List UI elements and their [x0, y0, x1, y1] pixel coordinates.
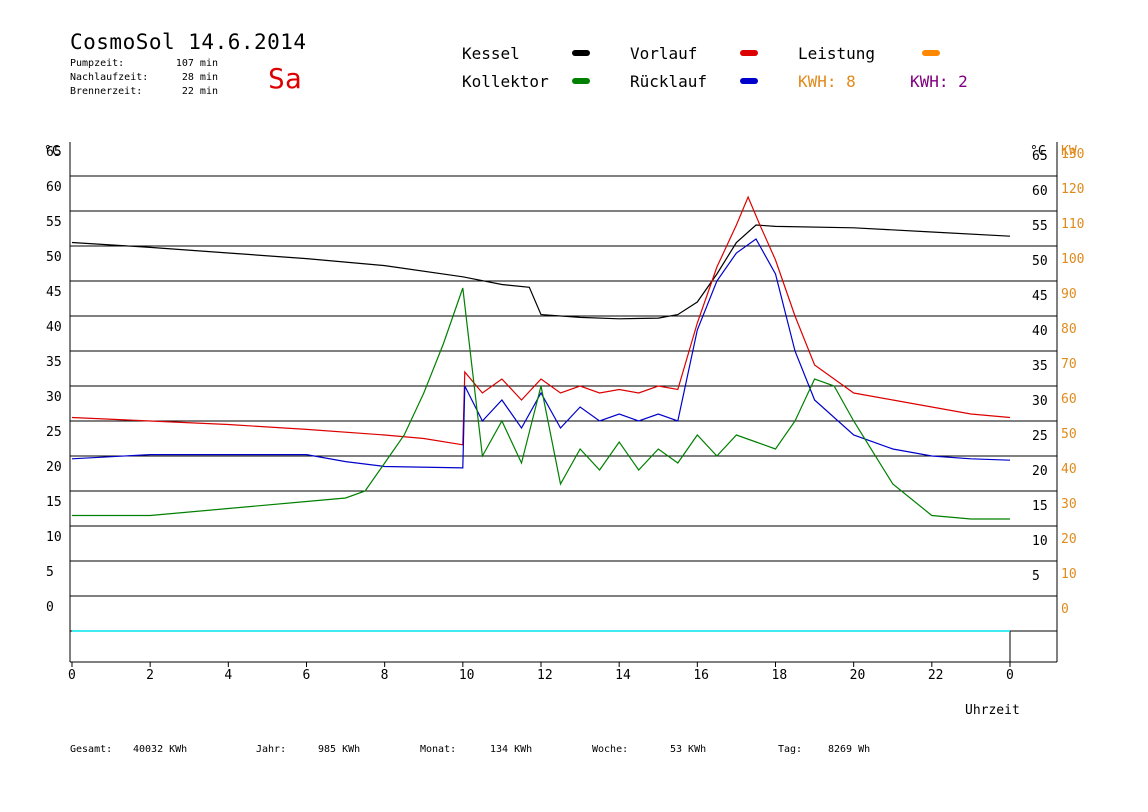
y-tick-label-right-c: 60: [1032, 184, 1048, 199]
x-tick-label: 14: [615, 668, 631, 683]
legend-label-kessel: Kessel: [462, 44, 520, 63]
kwh-solar-label: KWH: 8: [798, 72, 856, 91]
weekday-label: Sa: [268, 62, 302, 95]
x-tick-label: 22: [928, 668, 944, 683]
series-line-vorlauf: [71, 195, 1011, 446]
y-tick-label-left: 60: [46, 180, 62, 195]
brennerzeit-value: 22 min: [181, 86, 218, 97]
tag-label: Tag:: [778, 744, 803, 755]
jahr-label: Jahr:: [256, 744, 287, 755]
tag-value: 8269 Wh: [828, 744, 871, 755]
y-tick-label-right-c: 65: [1032, 149, 1048, 164]
legend-swatch-vorlauf: [740, 50, 758, 56]
x-tick-label: 2: [146, 668, 154, 683]
x-tick-label: 10: [459, 668, 475, 683]
legend-label-kollektor: Kollektor: [462, 72, 549, 91]
nachlaufzeit-value: 28 min: [181, 72, 218, 83]
y-tick-label-right-kw: 40: [1061, 462, 1077, 477]
y-tick-label-right-c: 55: [1032, 219, 1048, 234]
y-tick-label-left: 45: [46, 285, 62, 300]
y-tick-label-left: 0: [46, 600, 54, 615]
y-tick-label-left: 55: [46, 215, 62, 230]
monat-label: Monat:: [420, 744, 457, 755]
y-tick-label-right-c: 10: [1032, 534, 1048, 549]
woche-label: Woche:: [592, 744, 629, 755]
y-tick-label-left: 40: [46, 320, 62, 335]
y-tick-label-right-c: 5: [1032, 569, 1040, 584]
y-tick-label-left: 35: [46, 355, 62, 370]
legend-swatch-kessel: [572, 50, 590, 56]
legend-label-vorlauf: Vorlauf: [630, 44, 698, 63]
chart-title: CosmoSol 14.6.2014: [70, 30, 307, 54]
y-tick-label-right-c: 35: [1032, 359, 1048, 374]
y-tick-label-right-kw: 20: [1061, 532, 1077, 547]
y-tick-label-right-kw: 0: [1061, 602, 1069, 617]
y-tick-label-right-kw: 80: [1061, 322, 1077, 337]
jahr-value: 985 KWh: [318, 744, 361, 755]
x-tick-label: 18: [772, 668, 788, 683]
y-tick-label-right-kw: 70: [1061, 357, 1077, 372]
x-tick-label: 16: [693, 668, 709, 683]
pumpzeit-value: 107 min: [175, 58, 218, 69]
series-lines: [71, 195, 1011, 520]
y-tick-label-right-kw: 120: [1061, 182, 1084, 197]
y-tick-label-right-kw: 60: [1061, 392, 1077, 407]
y-tick-label-right-c: 20: [1032, 464, 1048, 479]
y-tick-label-left: 65: [46, 145, 62, 160]
y-tick-label-left: 5: [46, 565, 54, 580]
gesamt-label: Gesamt:: [70, 744, 113, 755]
legend-swatch-ruecklauf: [740, 78, 758, 84]
y-tick-label-right-c: 45: [1032, 289, 1048, 304]
x-tick-label: 0: [68, 668, 76, 683]
y-tick-label-right-c: 25: [1032, 429, 1048, 444]
y-tick-label-right-kw: 10: [1061, 567, 1077, 582]
series-line-kessel: [71, 224, 1011, 320]
y-tick-label-left: 50: [46, 250, 62, 265]
x-tick-label: 20: [850, 668, 866, 683]
monat-value: 134 KWh: [490, 744, 533, 755]
legend-swatch-leistung: [922, 50, 940, 56]
x-axis-label: Uhrzeit: [965, 703, 1020, 718]
y-tick-label-right-kw: 90: [1061, 287, 1077, 302]
y-axis-right-unit-c: °C: [1030, 144, 1046, 159]
y-tick-label-left: 10: [46, 530, 62, 545]
y-axis-right-ticks: 6560555045403530252015105130120110100908…: [1032, 147, 1084, 617]
series-line-kollektor: [72, 287, 1010, 520]
y-tick-label-left: 25: [46, 425, 62, 440]
x-tick-label: 12: [537, 668, 553, 683]
pumpzeit-label: Pumpzeit:: [70, 58, 125, 69]
y-tick-label-right-c: 40: [1032, 324, 1048, 339]
y-tick-label-right-kw: 100: [1061, 252, 1084, 267]
x-tick-label: 6: [303, 668, 311, 683]
y-axis-right-unit-kw: KW: [1061, 144, 1077, 159]
y-tick-label-right-kw: 30: [1061, 497, 1077, 512]
woche-value: 53 KWh: [670, 744, 707, 755]
gesamt-value: 40032 KWh: [133, 744, 188, 755]
y-tick-label-right-kw: 110: [1061, 217, 1084, 232]
y-tick-label-right-c: 15: [1032, 499, 1048, 514]
x-tick-label: 0: [1006, 668, 1014, 683]
kwh-brenner-label: KWH: 2: [910, 72, 968, 91]
y-tick-label-right-c: 30: [1032, 394, 1048, 409]
legend-label-ruecklauf: Rücklauf: [630, 72, 708, 91]
legend-label-leistung: Leistung: [798, 44, 876, 63]
legend-swatch-kollektor: [572, 78, 590, 84]
x-axis-ticks: 0 2 4 6 8 10 12 14 16 18 20 22 0: [68, 631, 1014, 683]
x-tick-label: 8: [381, 668, 389, 683]
y-axis-left-unit: °C: [44, 144, 60, 159]
y-tick-label-left: 20: [46, 460, 62, 475]
brennerzeit-label: Brennerzeit:: [70, 86, 143, 97]
x-tick-label: 4: [224, 668, 232, 683]
y-tick-label-right-kw: 50: [1061, 427, 1077, 442]
y-tick-label-left: 30: [46, 390, 62, 405]
y-tick-label-right-c: 50: [1032, 254, 1048, 269]
series-line-ruecklauf: [71, 238, 1011, 469]
nachlaufzeit-label: Nachlaufzeit:: [70, 72, 149, 83]
y-tick-label-left: 15: [46, 495, 62, 510]
y-tick-label-right-kw: 130: [1061, 147, 1084, 162]
